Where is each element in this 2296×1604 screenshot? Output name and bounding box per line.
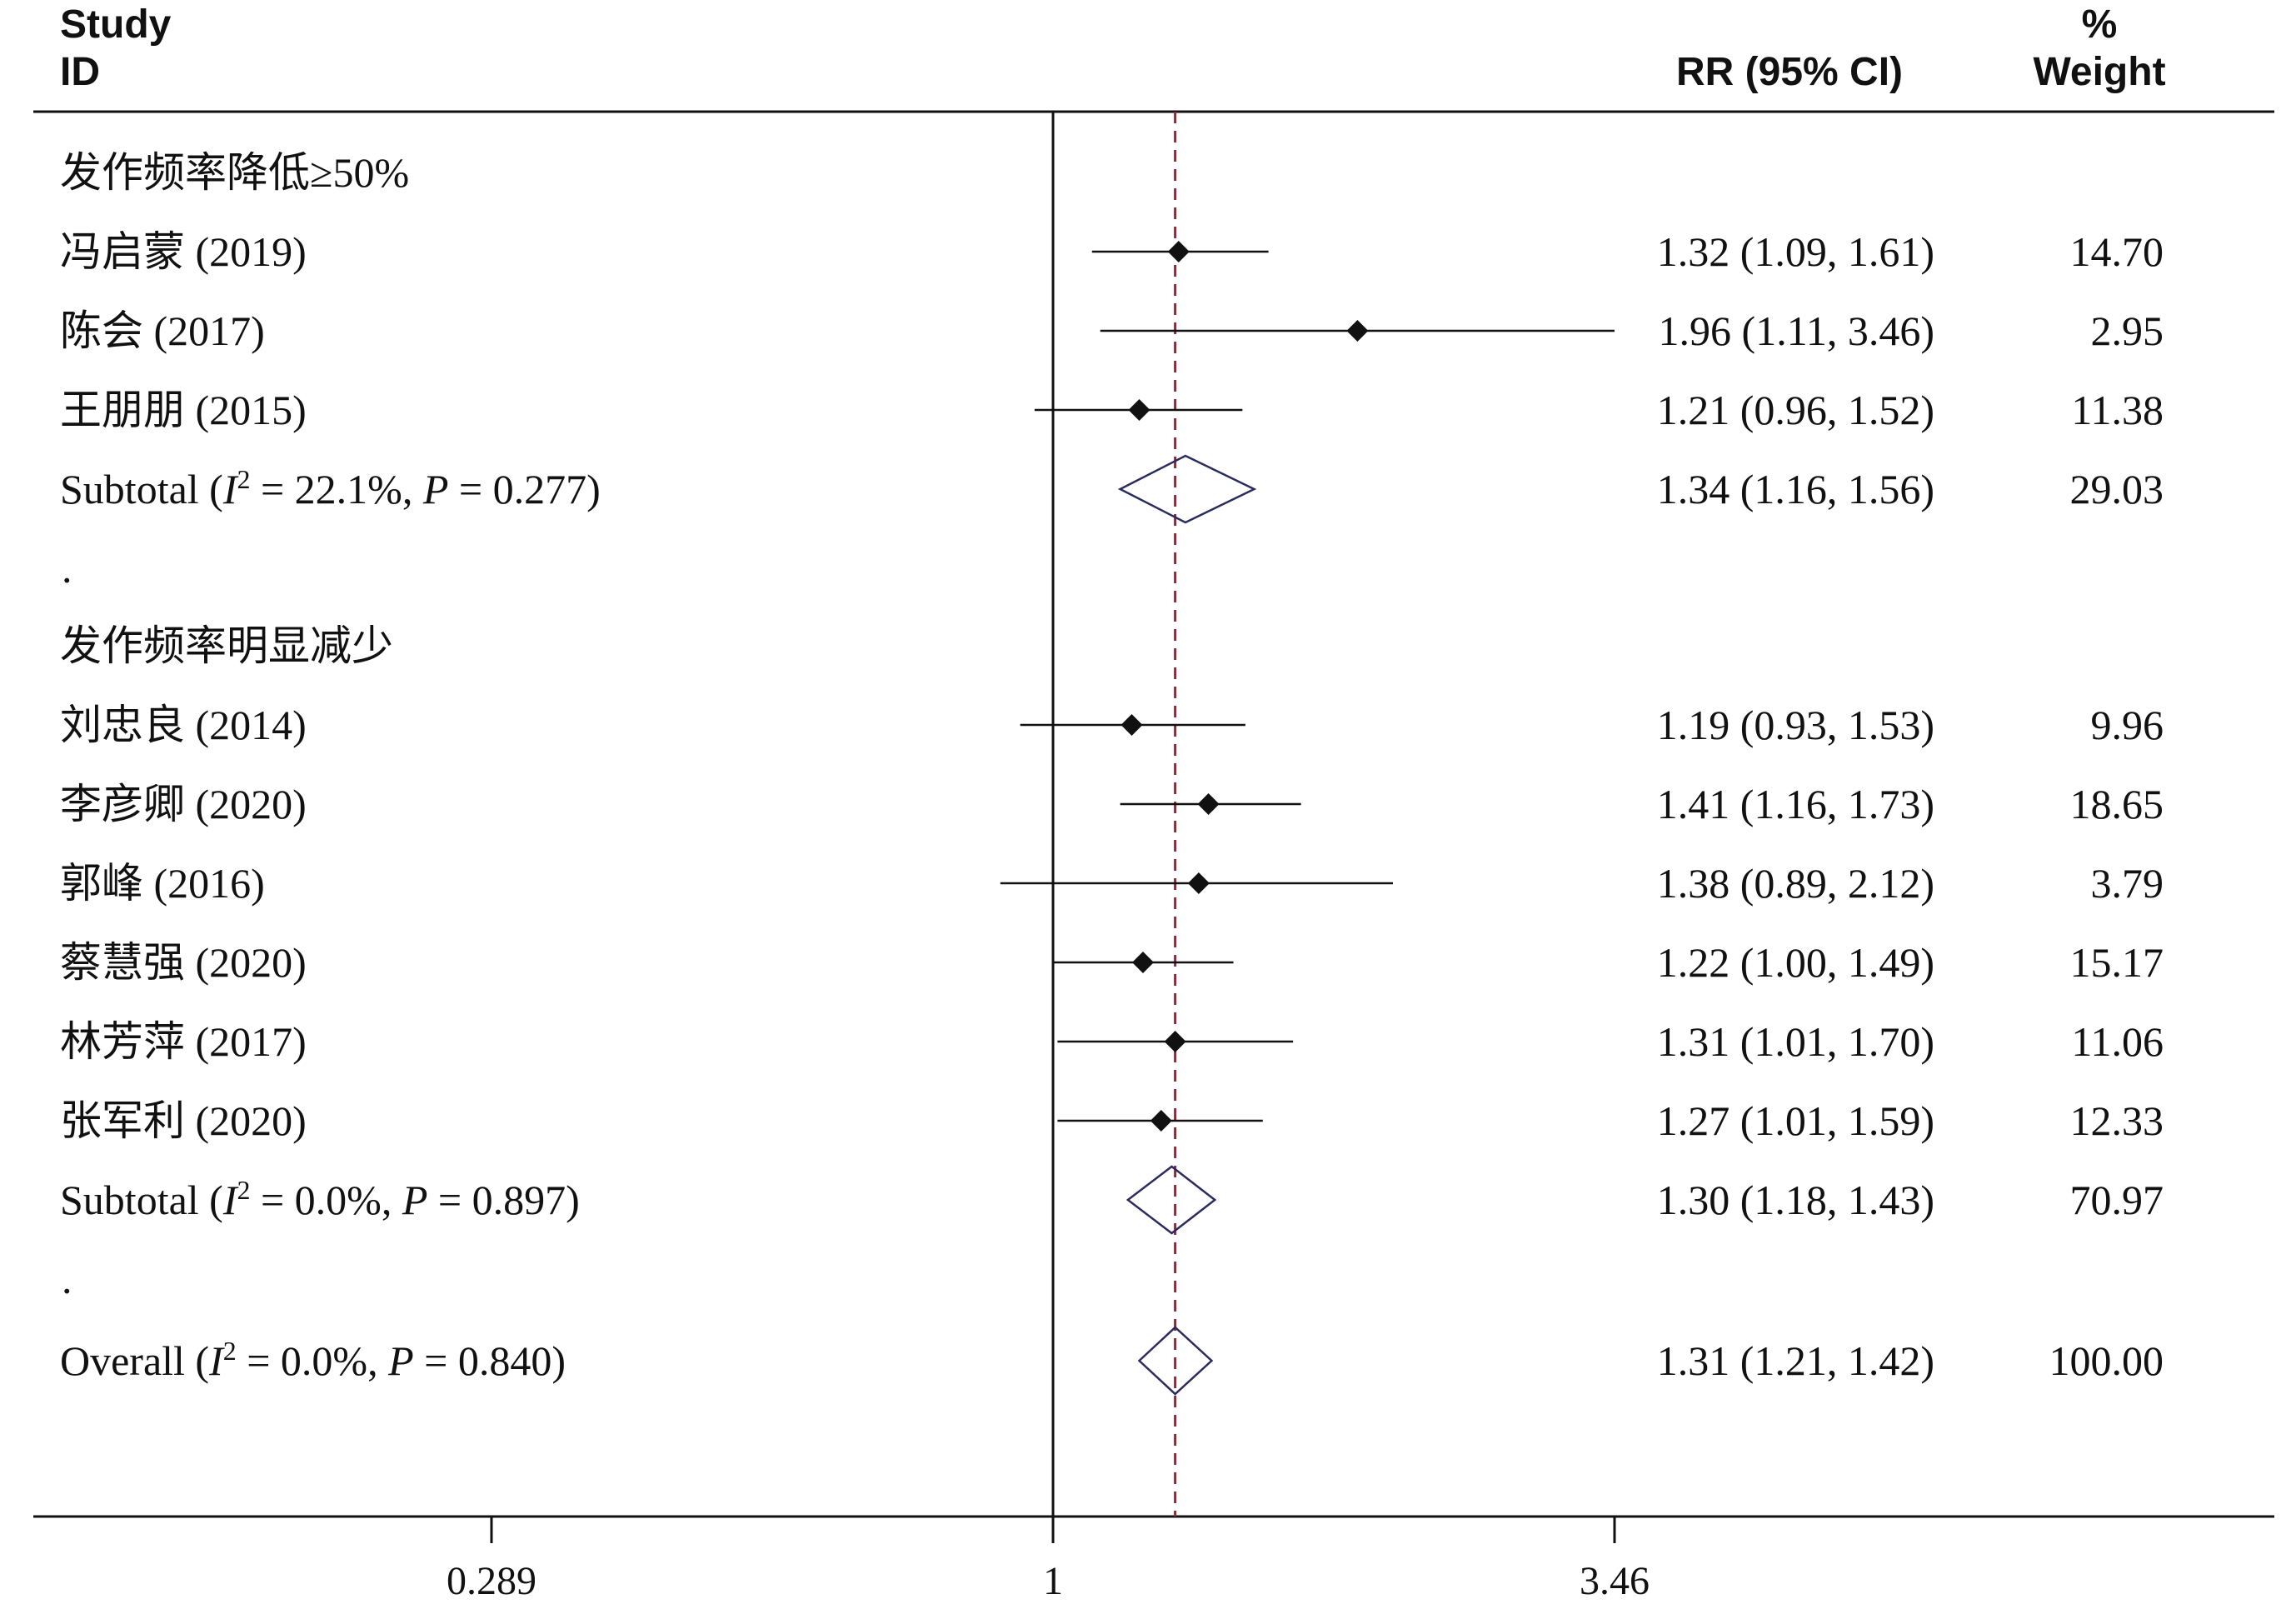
study-label: 蔡慧强 (2020) — [60, 939, 307, 986]
study-weight: 18.65 — [2070, 781, 2164, 827]
header-weight: Weight — [2033, 50, 2165, 94]
overall-ci-text: 1.31 (1.21, 1.42) — [1657, 1337, 1934, 1384]
study-ci-text: 1.22 (1.00, 1.49) — [1657, 939, 1934, 986]
study-point-marker — [1128, 399, 1150, 421]
x-axis-ticks: 0.289 1 3.46 — [447, 1517, 1650, 1603]
study-ci-text: 1.32 (1.09, 1.61) — [1657, 228, 1934, 275]
group-separator: . — [62, 545, 72, 592]
header-rr-ci: RR (95% CI) — [1676, 50, 1903, 94]
overall-diamond — [1137, 1326, 1214, 1396]
study-label: 林芳萍 (2017) — [60, 1018, 307, 1065]
group-separator: . — [62, 1256, 72, 1302]
study-point-marker — [1164, 1031, 1186, 1052]
header-study: Study — [60, 2, 172, 47]
study-label: 李彦卿 (2020) — [60, 781, 307, 827]
study-weight: 15.17 — [2070, 939, 2164, 986]
subtotal-weight: 29.03 — [2070, 466, 2164, 512]
overall-weight: 100.00 — [2049, 1337, 2164, 1384]
study-point-marker — [1121, 714, 1143, 736]
study-weight: 3.79 — [2091, 860, 2164, 907]
study-label: 郭峰 (2016) — [60, 860, 265, 907]
subtotal-diamond — [1126, 1165, 1217, 1235]
study-point-marker — [1197, 793, 1220, 815]
header-id: ID — [60, 50, 100, 94]
study-point-marker — [1187, 872, 1210, 894]
study-point-marker — [1346, 320, 1369, 342]
study-point-marker — [1131, 952, 1154, 973]
group-title: 发作频率降低≥50% — [60, 149, 409, 196]
study-label: 张军利 (2020) — [60, 1097, 307, 1144]
study-weight: 12.33 — [2070, 1097, 2164, 1144]
study-label: 王朋朋 (2015) — [60, 387, 307, 433]
study-ci-text: 1.96 (1.11, 3.46) — [1659, 307, 1934, 354]
study-weight: 11.06 — [2071, 1018, 2164, 1065]
study-ci-text: 1.21 (0.96, 1.52) — [1657, 387, 1934, 433]
study-label: 陈会 (2017) — [60, 307, 265, 354]
study-ci-text: 1.27 (1.01, 1.59) — [1657, 1097, 1934, 1144]
study-ci-text: 1.19 (0.93, 1.53) — [1657, 702, 1934, 748]
study-weight: 14.70 — [2070, 228, 2164, 275]
study-point-marker — [1150, 1110, 1172, 1132]
study-ci-text: 1.41 (1.16, 1.73) — [1657, 781, 1934, 827]
x-tick-label: 0.289 — [447, 1559, 537, 1603]
x-tick-label: 3.46 — [1580, 1559, 1650, 1603]
overall-label: Overall (I2 = 0.0%, P = 0.840) — [60, 1336, 566, 1384]
study-weight: 9.96 — [2091, 702, 2164, 748]
subtotal-ci-text: 1.30 (1.18, 1.43) — [1657, 1177, 1934, 1223]
study-label: 冯启蒙 (2019) — [60, 228, 307, 275]
subtotal-ci-text: 1.34 (1.16, 1.56) — [1657, 466, 1934, 512]
study-weight: 11.38 — [2071, 387, 2164, 433]
study-ci-text: 1.31 (1.01, 1.70) — [1657, 1018, 1934, 1065]
subtotal-label: Subtotal (I2 = 0.0%, P = 0.897) — [60, 1175, 580, 1223]
study-label: 刘忠良 (2014) — [60, 702, 307, 748]
subtotal-label: Subtotal (I2 = 22.1%, P = 0.277) — [60, 464, 601, 512]
subtotal-weight: 70.97 — [2070, 1177, 2164, 1223]
study-ci-text: 1.38 (0.89, 2.12) — [1657, 860, 1934, 907]
group-title: 发作频率明显减少 — [60, 622, 393, 669]
x-tick-label: 1 — [1043, 1559, 1063, 1603]
study-weight: 2.95 — [2091, 307, 2164, 354]
study-point-marker — [1167, 241, 1190, 262]
forest-rows: 发作频率降低≥50% 冯启蒙 (2019) 1.32 (1.09, 1.61) 14.… — [60, 149, 2164, 1396]
subtotal-diamond — [1117, 454, 1257, 524]
header-percent: % — [2082, 2, 2118, 47]
